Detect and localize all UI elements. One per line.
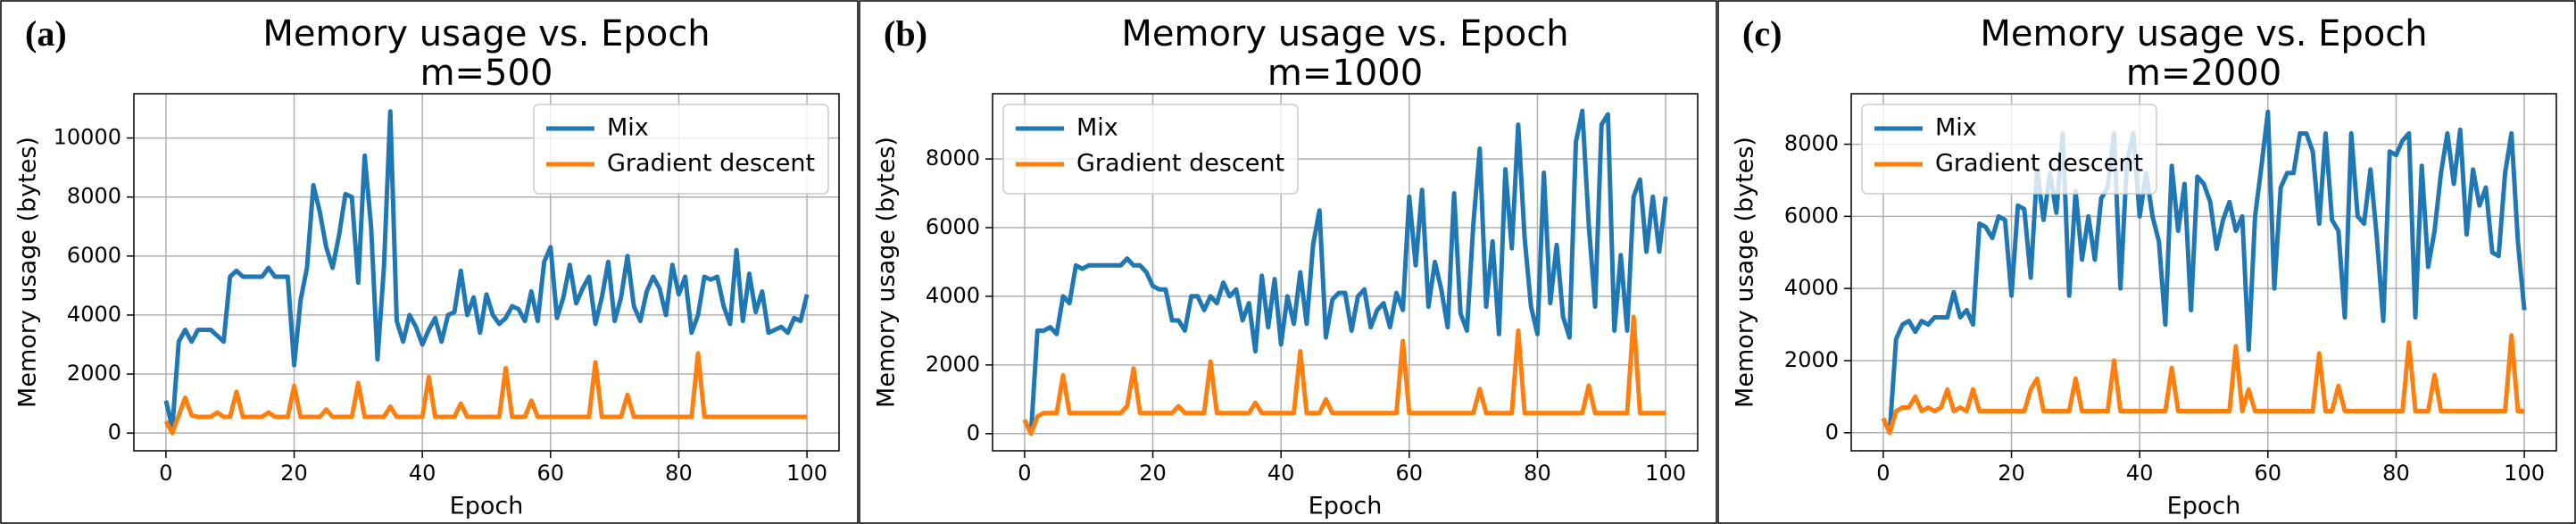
legend: Mix Gradient descent [1002,104,1299,195]
legend-label: Gradient descent [1935,150,2143,178]
y-tick-label: 8000 [926,146,980,171]
series-line [1022,314,1666,437]
panel-border [0,0,859,524]
legend-box [1002,104,1299,195]
x-tick-label: 100 [1645,461,1686,486]
chart-title: Memory usage vs. Epoch [1980,13,2427,54]
legend-label: Gradient descent [607,150,815,178]
y-tick-label: 2000 [67,361,121,386]
y-tick-label: 6000 [926,214,980,239]
panel-border [1717,0,2576,524]
x-tick-label: 40 [1267,461,1295,486]
x-tick-label: 60 [537,461,565,486]
x-tick-label: 100 [2504,461,2545,486]
series-line [1881,109,2527,436]
series-line [1881,333,2525,436]
x-tick-label: 100 [786,461,827,486]
y-tick-label: 0 [967,420,980,445]
x-tick-label: 80 [1524,461,1551,486]
legend-label: Mix [1935,114,1977,142]
x-axis-label: Epoch [1309,493,1383,520]
y-tick-label: 0 [108,420,121,445]
chart-subtitle: m=500 [420,53,553,94]
x-axis-label: Epoch [450,493,524,520]
x-tick-label: 80 [2382,461,2410,486]
panel-label: (c) [1742,13,1782,54]
chart-title: Memory usage vs. Epoch [262,13,710,54]
panel-label: (b) [884,13,927,54]
x-tick-label: 0 [1876,461,1890,486]
x-tick-label: 0 [1018,461,1031,486]
plot-frame [1850,93,2557,452]
x-tick-label: 40 [409,461,436,486]
legend-label: Mix [607,114,649,142]
legend-label: Gradient descent [1076,150,1284,178]
y-tick-label: 4000 [1784,275,1839,300]
x-tick-label: 60 [1396,461,1424,486]
x-tick-label: 20 [280,461,308,486]
legend-box [533,104,829,195]
x-tick-label: 20 [1139,461,1167,486]
legend: Mix Gradient descent [533,104,829,195]
x-tick-label: 40 [2126,461,2154,486]
chart-subtitle: m=1000 [1267,53,1423,94]
y-axis-label: Memory usage (bytes) [1732,137,1759,408]
y-tick-label: 6000 [67,243,121,268]
y-tick-label: 6000 [1784,203,1839,228]
plot-frame [992,93,1699,452]
legend-box [1861,104,2157,195]
legend: Mix Gradient descent [1861,104,2157,195]
x-tick-label: 20 [1998,461,2025,486]
chart-title: Memory usage vs. Epoch [1121,13,1568,54]
panel-border [859,0,1717,524]
legend-label: Mix [1076,114,1118,142]
plot-frame [133,93,840,452]
x-tick-label: 0 [159,461,172,486]
y-tick-label: 10000 [54,125,121,150]
y-tick-label: 2000 [926,352,980,377]
y-tick-label: 2000 [1784,347,1839,372]
x-tick-label: 80 [665,461,693,486]
series-line [1022,108,1668,437]
y-axis-label: Memory usage (bytes) [873,137,901,408]
y-tick-label: 8000 [67,184,121,209]
series-line [163,351,808,436]
y-axis-label: Memory usage (bytes) [14,137,42,408]
y-tick-label: 8000 [1784,131,1839,156]
x-tick-label: 60 [2255,461,2282,486]
panel-label: (a) [25,13,67,54]
y-tick-label: 0 [1825,420,1839,445]
series-line [163,109,810,430]
x-axis-label: Epoch [2167,493,2241,520]
chart-subtitle: m=2000 [2126,53,2281,94]
y-tick-label: 4000 [926,283,980,308]
y-tick-label: 4000 [67,302,121,327]
